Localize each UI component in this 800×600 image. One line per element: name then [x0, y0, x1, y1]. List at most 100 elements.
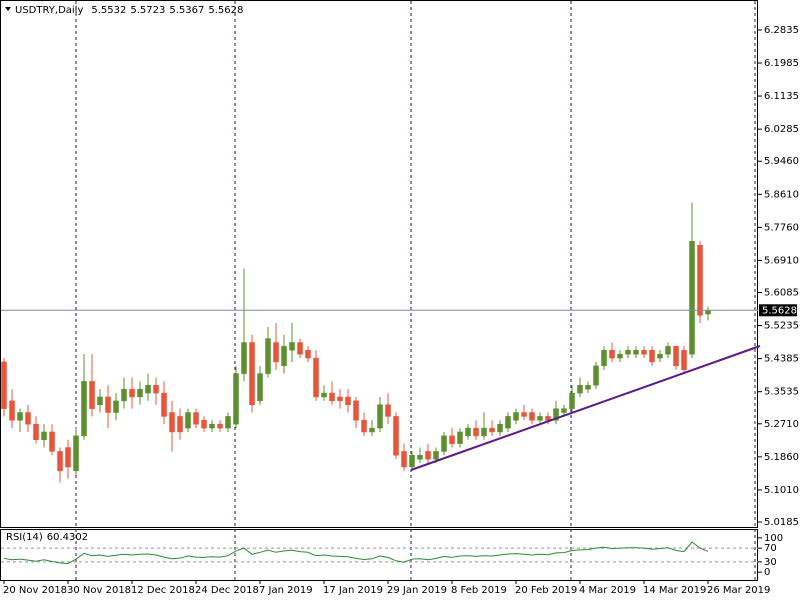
candle-body — [17, 412, 23, 421]
candle-body — [361, 420, 367, 433]
rsi-line — [3, 541, 709, 565]
candle-body — [105, 396, 111, 413]
y-tick-label: 5.4385 — [764, 354, 799, 365]
candle-body — [169, 412, 175, 433]
candle-body — [625, 350, 631, 355]
candle-body — [553, 408, 559, 421]
y-tick-label: 5.3535 — [764, 387, 799, 398]
last-high: 5.5723 — [130, 5, 165, 16]
candle-body — [393, 416, 399, 456]
x-tick-label: 26 Mar 2019 — [707, 585, 770, 596]
candle-body — [161, 392, 167, 417]
x-tick-label: 20 Nov 2018 — [3, 585, 67, 596]
candle-body — [129, 388, 135, 398]
candle-body — [225, 416, 231, 429]
candle-body — [97, 396, 103, 405]
x-tick-label: 30 Nov 2018 — [67, 585, 131, 596]
rsi-name: RSI(14) — [6, 532, 43, 543]
candle-body — [601, 350, 607, 367]
candle-body — [441, 435, 447, 452]
candle-body — [609, 350, 615, 359]
candle-body — [385, 404, 391, 417]
candle-body — [409, 455, 415, 468]
candle-body — [321, 392, 327, 398]
candle-body — [337, 396, 343, 402]
candle-body — [137, 388, 143, 398]
candle-body — [49, 431, 55, 452]
candle-body — [209, 423, 215, 429]
candle-body — [57, 451, 63, 472]
candle-body — [497, 423, 503, 433]
y-tick-label: 5.7760 — [764, 222, 799, 233]
candle-body — [9, 400, 15, 421]
candle-body — [473, 427, 479, 437]
candle-body — [457, 431, 463, 444]
x-tick-label: 7 Jan 2019 — [259, 585, 313, 596]
candle-body — [521, 412, 527, 417]
candle-body — [433, 451, 439, 460]
y-tick-label: 5.2710 — [764, 419, 799, 430]
candle-body — [465, 427, 471, 437]
y-tick-label: 5.6910 — [764, 255, 799, 266]
y-tick-label: 5.6085 — [764, 288, 799, 299]
y-tick-label: 5.5235 — [764, 321, 799, 332]
candle-body — [353, 400, 359, 421]
x-tick-label: 14 Mar 2019 — [643, 585, 706, 596]
x-tick-label: 24 Dec 2018 — [195, 585, 259, 596]
candle-body — [657, 353, 663, 359]
x-tick-label: 4 Mar 2019 — [579, 585, 636, 596]
y-tick-label: 5.8610 — [764, 189, 799, 200]
y-tick-label: 70 — [764, 543, 777, 554]
candle-body — [561, 408, 567, 413]
symbol: USDTRY,Daily — [15, 5, 83, 16]
candle-body — [25, 412, 31, 425]
last-close: 5.5628 — [208, 5, 243, 16]
candle-body — [673, 346, 679, 367]
candle-body — [113, 400, 119, 413]
rsi-last: 60.4302 — [47, 532, 88, 543]
candle-body — [481, 427, 487, 437]
symbol-label: USDTRY,Daily 5.5532 5.5723 5.5367 5.5628 — [15, 5, 243, 16]
candle-body — [449, 435, 455, 444]
candle-body — [513, 412, 519, 421]
y-tick-label: 6.1135 — [764, 91, 799, 102]
price-label: 5.5628 — [762, 305, 797, 316]
candle-body — [425, 451, 431, 460]
candle-body — [145, 385, 151, 394]
last-low: 5.5367 — [169, 5, 204, 16]
candle-body — [665, 346, 671, 355]
candle-body — [153, 385, 159, 394]
candle-body — [593, 365, 599, 386]
y-tick-label: 6.2835 — [764, 25, 799, 36]
candle-body — [297, 342, 303, 355]
candle-body — [305, 350, 311, 359]
candle-body — [177, 416, 183, 433]
candle-body — [697, 245, 703, 316]
candle-body — [313, 357, 319, 398]
last-open: 5.5532 — [91, 5, 126, 16]
candle-body — [201, 420, 207, 429]
x-tick-label: 17 Jan 2019 — [323, 585, 383, 596]
y-tick-label: 5.1010 — [764, 485, 799, 496]
candle-body — [65, 447, 71, 468]
candle-body — [689, 241, 695, 355]
candle-body — [73, 435, 79, 472]
candle-body — [41, 431, 47, 440]
candle-body — [241, 342, 247, 374]
y-tick-label: 5.0185 — [764, 517, 799, 528]
plot: 6.2835 6.1985 6.1135 6.0285 5.9460 5.8610 5.77… — [1, 25, 799, 596]
candle-body — [529, 412, 535, 421]
candle-body — [193, 412, 199, 425]
x-tick-label: 8 Feb 2019 — [451, 585, 507, 596]
x-tick-label: 12 Dec 2018 — [131, 585, 195, 596]
trend-line — [410, 345, 761, 471]
candle-body — [681, 350, 687, 370]
y-tick-label: 6.1985 — [764, 58, 799, 69]
rsi-frame — [0, 529, 758, 581]
candle-body — [649, 350, 655, 363]
candle-body — [641, 350, 647, 355]
y-tick-label: 30 — [764, 557, 777, 568]
candle-body — [81, 381, 87, 437]
candle-body — [577, 385, 583, 394]
